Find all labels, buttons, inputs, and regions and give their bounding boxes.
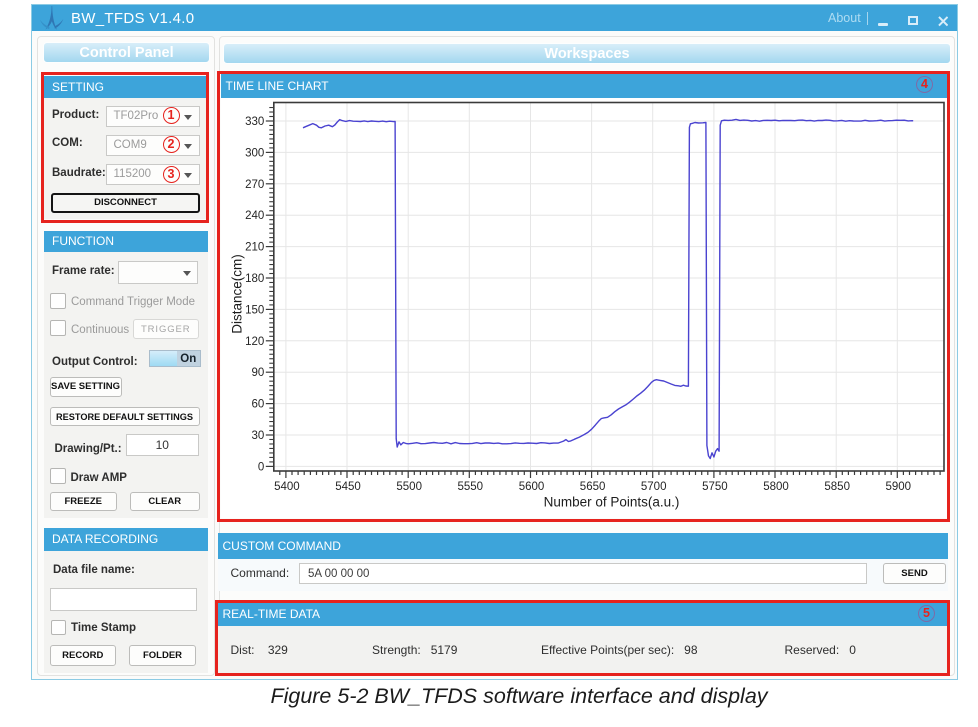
- svg-text:210: 210: [245, 242, 264, 254]
- svg-text:240: 240: [245, 210, 264, 222]
- svg-text:5800: 5800: [763, 481, 789, 493]
- svg-text:270: 270: [245, 179, 264, 191]
- svg-text:5400: 5400: [274, 481, 300, 493]
- svg-text:5600: 5600: [518, 481, 544, 493]
- svg-text:120: 120: [245, 336, 264, 348]
- svg-text:Distance(cm): Distance(cm): [229, 254, 244, 334]
- svg-text:5500: 5500: [396, 481, 422, 493]
- svg-text:5850: 5850: [824, 481, 850, 493]
- svg-text:0: 0: [257, 461, 263, 473]
- svg-text:180: 180: [245, 273, 264, 285]
- svg-text:300: 300: [245, 147, 264, 159]
- svg-text:5700: 5700: [640, 481, 666, 493]
- svg-text:5550: 5550: [457, 481, 483, 493]
- svg-text:150: 150: [245, 304, 264, 316]
- svg-text:30: 30: [251, 430, 264, 442]
- svg-text:5450: 5450: [335, 481, 361, 493]
- svg-text:60: 60: [251, 399, 264, 411]
- svg-text:90: 90: [251, 367, 264, 379]
- svg-text:Number of Points(a.u.): Number of Points(a.u.): [543, 495, 679, 510]
- svg-text:5650: 5650: [579, 481, 605, 493]
- svg-text:5900: 5900: [885, 481, 911, 493]
- svg-text:330: 330: [245, 116, 264, 128]
- svg-text:5750: 5750: [702, 481, 728, 493]
